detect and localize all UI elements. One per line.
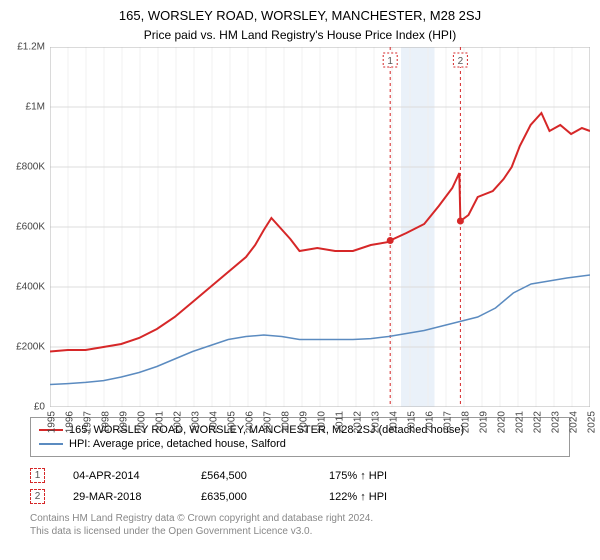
marker-id-box: 1 — [30, 468, 45, 483]
x-tick-label: 2002 — [173, 411, 184, 433]
x-tick-label: 2006 — [245, 411, 256, 433]
chart-subtitle: Price paid vs. HM Land Registry's House … — [0, 23, 600, 47]
x-tick-label: 1997 — [83, 411, 94, 433]
x-tick-label: 2015 — [407, 411, 418, 433]
x-tick-label: 2003 — [191, 411, 202, 433]
license-line: This data is licensed under the Open Gov… — [30, 526, 570, 539]
legend-swatch — [39, 443, 63, 445]
legend-item: HPI: Average price, detached house, Salf… — [39, 437, 561, 451]
legend-label: HPI: Average price, detached house, Salf… — [69, 438, 286, 450]
y-tick-label: £800K — [16, 162, 45, 173]
chart-area: 12 £0£200K£400K£600K£800K£1M£1.2M1995199… — [50, 47, 590, 407]
marker-row: 2 29-MAR-2018 £635,000 122% ↑ HPI — [30, 486, 570, 507]
x-tick-label: 2021 — [515, 411, 526, 433]
marker-table: 1 04-APR-2014 £564,500 175% ↑ HPI 2 29-MAR-20… — [30, 465, 570, 507]
marker-label-text: 2 — [458, 56, 464, 67]
x-tick-label: 2001 — [155, 411, 166, 433]
x-tick-label: 2007 — [263, 411, 274, 433]
marker-row: 1 04-APR-2014 £564,500 175% ↑ HPI — [30, 465, 570, 486]
x-tick-label: 1999 — [119, 411, 130, 433]
x-tick-label: 2025 — [587, 411, 598, 433]
x-tick-label: 1998 — [101, 411, 112, 433]
chart-svg: 12 — [50, 47, 590, 407]
marker-id-box: 2 — [30, 489, 45, 504]
chart-title: 165, WORSLEY ROAD, WORSLEY, MANCHESTER, … — [0, 0, 600, 23]
x-tick-label: 2000 — [137, 411, 148, 433]
license-text: Contains HM Land Registry data © Crown c… — [30, 513, 570, 538]
marker-price: £635,000 — [201, 491, 301, 503]
x-tick-label: 2018 — [461, 411, 472, 433]
chart-container: 165, WORSLEY ROAD, WORSLEY, MANCHESTER, … — [0, 0, 600, 560]
marker-point — [387, 237, 394, 244]
marker-point — [457, 218, 464, 225]
x-tick-label: 2012 — [353, 411, 364, 433]
x-tick-label: 2016 — [425, 411, 436, 433]
y-tick-label: £0 — [34, 402, 45, 413]
x-tick-label: 2019 — [479, 411, 490, 433]
y-tick-label: £400K — [16, 282, 45, 293]
marker-pct: 175% ↑ HPI — [329, 470, 429, 482]
x-tick-label: 2024 — [569, 411, 580, 433]
marker-price: £564,500 — [201, 470, 301, 482]
x-tick-label: 2022 — [533, 411, 544, 433]
marker-pct: 122% ↑ HPI — [329, 491, 429, 503]
x-tick-label: 1995 — [47, 411, 58, 433]
y-tick-label: £1.2M — [17, 42, 45, 53]
marker-date: 29-MAR-2018 — [73, 491, 173, 503]
x-tick-label: 2014 — [389, 411, 400, 433]
marker-date: 04-APR-2014 — [73, 470, 173, 482]
y-tick-label: £200K — [16, 342, 45, 353]
x-tick-label: 2013 — [371, 411, 382, 433]
y-tick-label: £600K — [16, 222, 45, 233]
marker-label-text: 1 — [387, 56, 393, 67]
license-line: Contains HM Land Registry data © Crown c… — [30, 513, 570, 526]
x-tick-label: 1996 — [65, 411, 76, 433]
y-tick-label: £1M — [26, 102, 45, 113]
x-tick-label: 2004 — [209, 411, 220, 433]
x-tick-label: 2023 — [551, 411, 562, 433]
x-tick-label: 2008 — [281, 411, 292, 433]
x-tick-label: 2020 — [497, 411, 508, 433]
x-tick-label: 2005 — [227, 411, 238, 433]
x-tick-label: 2009 — [299, 411, 310, 433]
x-tick-label: 2017 — [443, 411, 454, 433]
x-tick-label: 2011 — [335, 411, 346, 433]
x-tick-label: 2010 — [317, 411, 328, 433]
